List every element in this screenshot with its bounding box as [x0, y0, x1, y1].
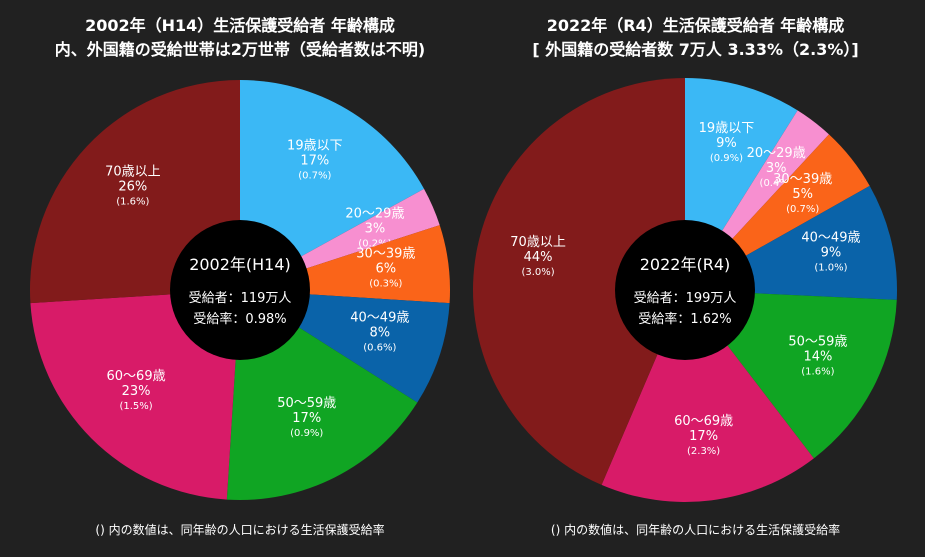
slice-rate: (1.5%) — [119, 401, 152, 412]
chart-title: 2002年（H14）生活保護受給者 年齢構成 — [85, 16, 395, 35]
pie-slice-70-plus — [473, 78, 685, 485]
chart-subtitle: [ 外国籍の受給者数 7万人 3.33%（2.3%）] — [532, 40, 859, 59]
slice-label: 50〜59歳 — [277, 396, 336, 411]
slice-percent: 44% — [524, 250, 553, 265]
chart-subtitle: 内、外国籍の受給世帯は2万世帯（受給者数は不明) — [54, 40, 426, 59]
chart-footnote: () 内の数値は、同年齢の人口における生活保護受給率 — [550, 523, 841, 537]
slice-rate: (0.6%) — [363, 342, 396, 353]
slice-label: 40〜49歳 — [801, 230, 860, 245]
slice-label: 60〜69歳 — [107, 369, 166, 384]
slice-rate: (1.6%) — [116, 196, 149, 207]
slice-percent: 14% — [803, 350, 832, 365]
pie-chart-2002: 19歳以下17%(0.7%)20〜29歳3%(0.2%)30〜39歳6%(0.3… — [29, 80, 450, 500]
slice-label: 19歳以下 — [287, 138, 343, 153]
slice-label: 20〜29歳 — [747, 146, 806, 161]
chart-title: 2022年（R4）生活保護受給者 年齢構成 — [546, 16, 845, 35]
slice-percent: 17% — [689, 429, 718, 444]
chart-title-2002: 2002年（H14）生活保護受給者 年齢構成 内、外国籍の受給世帯は2万世帯（受… — [0, 14, 480, 62]
slice-rate: (1.6%) — [801, 367, 834, 378]
slice-rate: (0.7%) — [298, 170, 331, 181]
pie-slice-60-69 — [601, 290, 814, 502]
center-recipients: 受給者：199万人 — [634, 291, 737, 306]
slice-percent: 3% — [365, 222, 386, 237]
slice-label: 30〜39歳 — [356, 247, 415, 262]
slice-percent: 17% — [300, 153, 329, 168]
slice-rate: (0.2%) — [358, 239, 391, 250]
slice-percent: 6% — [376, 262, 397, 277]
slice-label: 20〜29歳 — [345, 207, 404, 222]
slice-rate: (3.0%) — [521, 267, 554, 278]
slice-percent: 9% — [821, 245, 842, 260]
center-title: 2022年(R4) — [640, 255, 731, 274]
slice-label: 70歳以上 — [510, 235, 566, 250]
chart-title-2022: 2022年（R4）生活保護受給者 年齢構成 [ 外国籍の受給者数 7万人 3.3… — [466, 14, 925, 62]
slice-label: 40〜49歳 — [350, 310, 409, 325]
slice-rate: (0.3%) — [369, 279, 402, 290]
chart-footnote: () 内の数値は、同年齢の人口における生活保護受給率 — [95, 523, 385, 537]
chart-panel-2002: 2002年（H14）生活保護受給者 年齢構成 内、外国籍の受給世帯は2万世帯（受… — [0, 14, 480, 537]
slice-percent: 23% — [122, 384, 151, 399]
slice-percent: 26% — [118, 179, 147, 194]
center-rate: 受給率：1.62% — [638, 311, 731, 327]
pie-center-hole — [170, 220, 310, 360]
slice-percent: 3% — [766, 161, 787, 176]
slice-label: 60〜69歳 — [674, 414, 733, 429]
slice-percent: 17% — [292, 411, 321, 426]
slice-percent: 9% — [716, 136, 737, 151]
center-title: 2002年(H14) — [189, 255, 291, 274]
pie-slice-60-69 — [30, 290, 241, 500]
slice-rate: (0.9%) — [290, 428, 323, 439]
slice-label: 70歳以上 — [105, 164, 161, 179]
slice-rate: (1.0%) — [814, 262, 847, 273]
slice-rate: (0.4%) — [760, 178, 793, 189]
slice-percent: 5% — [792, 187, 813, 202]
chart-panel-2022: 2022年（R4）生活保護受給者 年齢構成 [ 外国籍の受給者数 7万人 3.3… — [466, 0, 925, 557]
center-recipients: 受給者：119万人 — [189, 291, 292, 306]
slice-percent: 8% — [369, 325, 390, 340]
slice-rate: (0.9%) — [710, 153, 743, 164]
pie-center-hole — [615, 220, 755, 360]
center-rate: 受給率：0.98% — [193, 311, 286, 327]
slice-label: 50〜59歳 — [788, 335, 847, 350]
slice-label: 30〜39歳 — [773, 172, 832, 187]
slice-rate: (0.7%) — [786, 204, 819, 215]
slice-label: 19歳以下 — [699, 121, 755, 136]
slice-rate: (2.3%) — [687, 446, 720, 457]
